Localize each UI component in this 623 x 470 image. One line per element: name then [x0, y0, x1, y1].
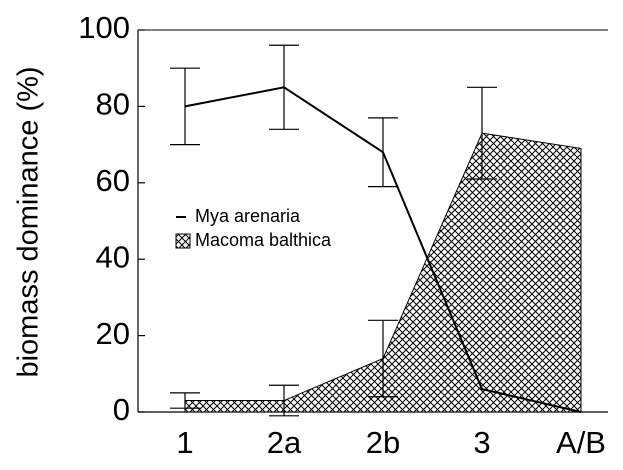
error-bar [368, 319, 398, 398]
y-tick-label: 100 [78, 10, 130, 45]
legend-label: Mya arenaria [195, 206, 301, 226]
error-bar [368, 117, 398, 188]
y-axis-label: biomass dominance (%) [13, 66, 45, 377]
error-bar [170, 67, 200, 146]
x-tick-label: 2a [267, 425, 302, 460]
y-tick-label: 0 [113, 392, 130, 427]
legend-swatch [175, 233, 191, 249]
y-tick-label: 80 [96, 87, 130, 122]
y-tick-label: 40 [96, 239, 130, 274]
area [184, 132, 582, 413]
error-bar [467, 86, 497, 180]
error-bar [269, 44, 299, 130]
y-tick-label: 60 [96, 163, 130, 198]
x-tick-label: 1 [176, 425, 193, 460]
x-tick-label: 2b [366, 425, 400, 460]
y-tick-label: 20 [96, 316, 130, 351]
error-bar [170, 392, 200, 409]
x-tick-label: A/B [556, 425, 606, 460]
x-tick-label: 3 [473, 425, 490, 460]
error-bar [269, 384, 299, 417]
legend-label: Macoma balthica [195, 230, 332, 250]
